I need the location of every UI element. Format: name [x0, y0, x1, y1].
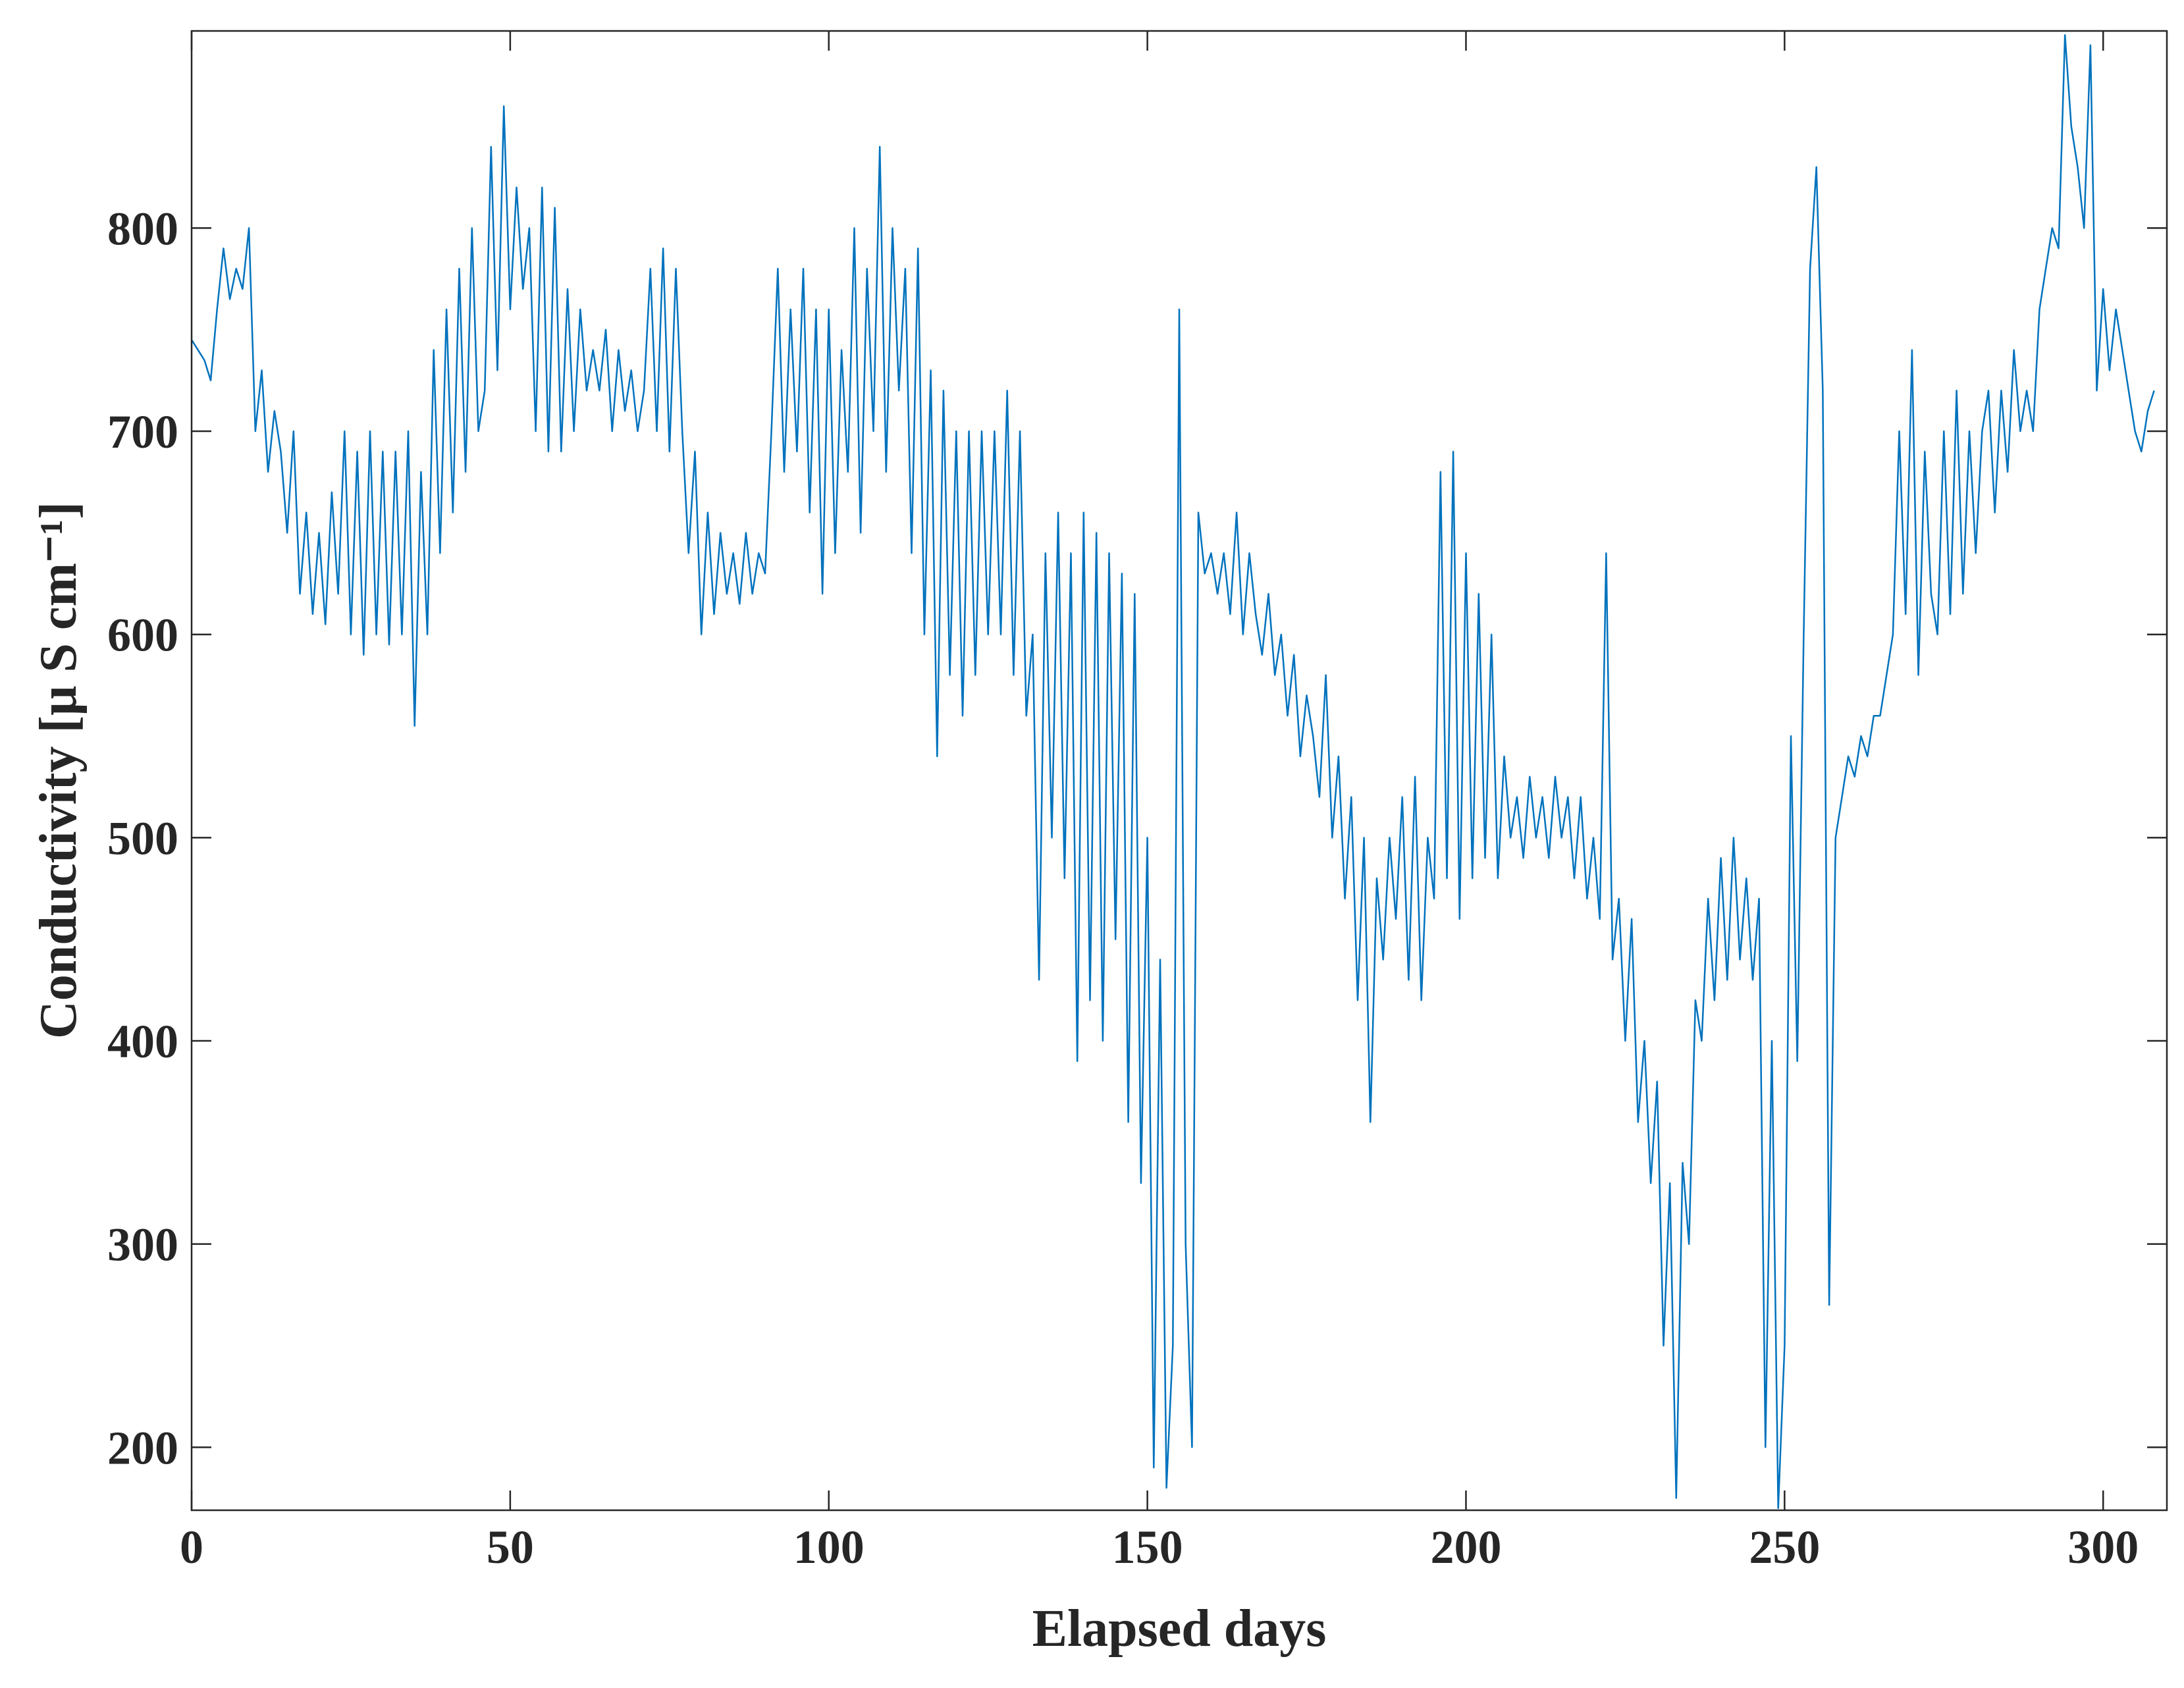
y-tick-label: 700	[107, 406, 178, 458]
y-tick-label: 200	[107, 1421, 178, 1474]
y-tick-label: 400	[107, 1015, 178, 1068]
plot-frame	[190, 30, 2168, 1512]
x-tick-label: 300	[2067, 1521, 2139, 1573]
x-tick-label: 50	[487, 1521, 534, 1573]
x-tick-label: 250	[1749, 1521, 1820, 1573]
x-tick-label: 200	[1430, 1521, 1501, 1573]
x-tick-label: 100	[793, 1521, 865, 1573]
y-tick-label: 300	[107, 1219, 178, 1271]
x-tick-label: 150	[1112, 1521, 1183, 1573]
y-tick-label: 600	[107, 609, 178, 662]
y-axis-title: Conductivity [μ S cm⁻¹]	[30, 502, 88, 1039]
y-tick-label: 800	[107, 202, 178, 255]
y-tick-label: 500	[107, 812, 178, 864]
data-line	[190, 34, 2155, 1510]
x-tick-label: 0	[180, 1521, 203, 1573]
x-axis-title: Elapsed days	[1032, 1600, 1327, 1658]
